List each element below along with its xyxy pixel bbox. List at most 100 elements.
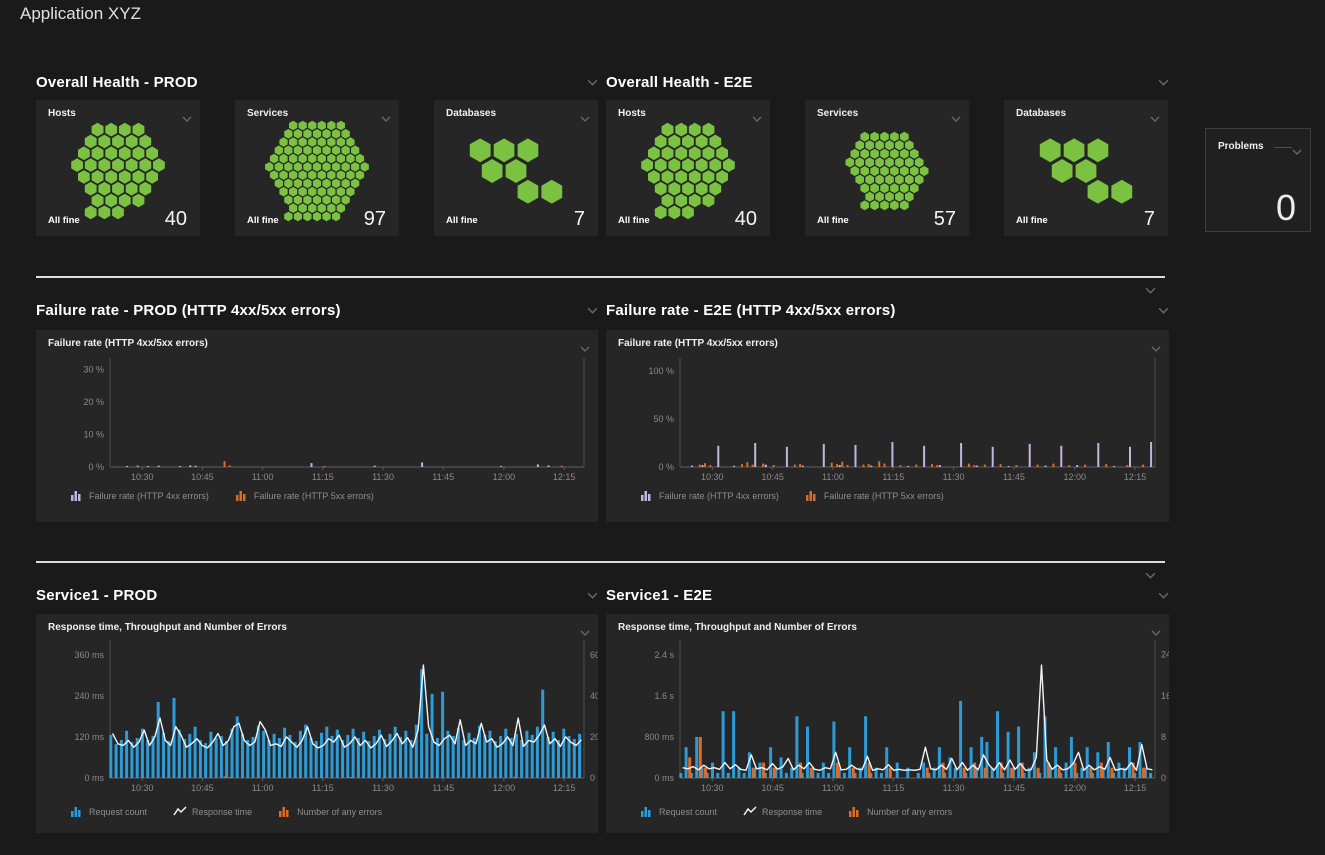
entity-count: 97 [364, 208, 386, 231]
tile-title: Services [247, 108, 288, 119]
legend-item[interactable]: Number of any errors [848, 806, 952, 817]
svg-text:200: 200 [590, 732, 598, 742]
svg-text:12:15: 12:15 [553, 783, 576, 793]
svg-text:120 ms: 120 ms [74, 732, 104, 742]
svg-text:400: 400 [590, 691, 598, 701]
tile-title: Hosts [48, 108, 76, 119]
section-title: Failure rate - E2E (HTTP 4xx/5xx errors) [606, 302, 896, 319]
svg-text:8: 8 [1161, 732, 1166, 742]
chevron-down-icon[interactable] [951, 109, 961, 127]
chart-title: Response time, Throughput and Number of … [618, 622, 857, 633]
entity-count: 7 [574, 208, 585, 231]
chevron-down-icon[interactable] [580, 623, 590, 641]
service-metrics-chart-e2e[interactable]: 0 ms800 ms1.6 s2.4 s08162410:3010:4511:0… [606, 614, 1169, 833]
section-title: Service1 - E2E [606, 587, 712, 604]
chevron-down-icon[interactable] [1158, 586, 1169, 604]
svg-text:11:00: 11:00 [252, 783, 274, 793]
chevron-down-icon[interactable] [580, 339, 590, 357]
dashboard-page: Application XYZ Overall Health - PROD Ov… [0, 0, 1325, 855]
status-text: All fine [1016, 215, 1048, 226]
svg-text:11:30: 11:30 [372, 472, 394, 482]
svg-text:10:30: 10:30 [131, 472, 154, 482]
chart-title: Failure rate (HTTP 4xx/5xx errors) [48, 338, 208, 349]
chevron-down-icon[interactable] [381, 109, 391, 127]
chevron-down-icon[interactable] [1292, 142, 1302, 160]
section-title: Overall Health - PROD [36, 74, 198, 91]
trend-dash [1274, 147, 1292, 148]
chevron-down-icon[interactable] [1145, 566, 1156, 584]
svg-text:20 %: 20 % [83, 397, 104, 407]
tile-services-e2e[interactable]: Services All fine 57 [805, 100, 969, 236]
tile-databases-prod[interactable]: Databases All fine 7 [434, 100, 598, 236]
legend-item[interactable]: Failure rate (HTTP 5xx errors) [805, 490, 944, 501]
svg-text:0: 0 [590, 773, 595, 783]
chevron-down-icon[interactable] [1151, 339, 1161, 357]
legend-label: Response time [762, 807, 822, 817]
chevron-down-icon[interactable] [587, 73, 598, 91]
svg-text:10:45: 10:45 [191, 783, 214, 793]
chart-tile-failure-e2e[interactable]: Failure rate (HTTP 4xx/5xx errors) 0 %50… [606, 330, 1169, 522]
svg-text:11:00: 11:00 [822, 472, 844, 482]
chevron-down-icon[interactable] [1145, 281, 1156, 299]
chart-legend: Request count Response time Number of any … [640, 806, 952, 817]
bar-series-icon [278, 806, 292, 817]
status-text: All fine [247, 215, 279, 226]
svg-text:600: 600 [590, 650, 598, 660]
bar-series-icon [640, 490, 654, 501]
legend-item[interactable]: Response time [743, 806, 822, 817]
legend-item[interactable]: Response time [173, 806, 252, 817]
svg-text:1.6 s: 1.6 s [654, 691, 674, 701]
chevron-down-icon[interactable] [587, 301, 598, 319]
legend-item[interactable]: Request count [640, 806, 717, 817]
bar-series-icon [640, 806, 654, 817]
chart-tile-failure-prod[interactable]: Failure rate (HTTP 4xx/5xx errors) 0 %10… [36, 330, 598, 522]
chevron-down-icon[interactable] [1158, 73, 1169, 91]
chevron-down-icon[interactable] [182, 109, 192, 127]
chart-legend: Failure rate (HTTP 4xx errors) Failure ra… [640, 490, 944, 501]
legend-item[interactable]: Number of any errors [278, 806, 382, 817]
svg-text:11:45: 11:45 [432, 472, 454, 482]
svg-text:10:45: 10:45 [761, 472, 784, 482]
chevron-down-icon[interactable] [1151, 623, 1161, 641]
chart-tile-service-e2e[interactable]: Response time, Throughput and Number of … [606, 614, 1169, 833]
chevron-down-icon[interactable] [1150, 109, 1160, 127]
section-failure-rate-prod: Failure rate - PROD (HTTP 4xx/5xx errors… [36, 300, 598, 320]
svg-text:11:00: 11:00 [252, 472, 274, 482]
legend-item[interactable]: Failure rate (HTTP 4xx errors) [70, 490, 209, 501]
line-series-icon [173, 806, 187, 817]
legend-item[interactable]: Failure rate (HTTP 5xx errors) [235, 490, 374, 501]
tile-services-prod[interactable]: Services All fine 97 [235, 100, 399, 236]
tile-title: Hosts [618, 108, 646, 119]
legend-item[interactable]: Request count [70, 806, 147, 817]
chart-title: Response time, Throughput and Number of … [48, 622, 287, 633]
service-metrics-chart-prod[interactable]: 0 ms120 ms240 ms360 ms020040060010:3010:… [36, 614, 598, 833]
chevron-down-icon[interactable] [752, 109, 762, 127]
svg-text:11:45: 11:45 [1003, 472, 1025, 482]
legend-label: Request count [659, 807, 717, 817]
svg-text:0 %: 0 % [658, 462, 674, 472]
svg-text:11:30: 11:30 [372, 783, 394, 793]
tile-hosts-prod[interactable]: Hosts All fine 40 [36, 100, 200, 236]
legend-label: Failure rate (HTTP 4xx errors) [659, 491, 779, 501]
svg-text:24: 24 [1161, 650, 1169, 660]
tile-databases-e2e[interactable]: Databases All fine 7 [1004, 100, 1168, 236]
bar-series-icon [235, 490, 249, 501]
svg-text:0 ms: 0 ms [84, 773, 104, 783]
tile-hosts-e2e[interactable]: Hosts All fine 40 [606, 100, 770, 236]
chevron-down-icon[interactable] [580, 109, 590, 127]
svg-text:360 ms: 360 ms [74, 650, 104, 660]
tile-title: Databases [1016, 108, 1066, 119]
chevron-down-icon[interactable] [1158, 301, 1169, 319]
tile-problems[interactable]: Problems 0 [1205, 128, 1311, 232]
svg-text:11:15: 11:15 [882, 783, 904, 793]
svg-text:100 %: 100 % [648, 366, 674, 376]
legend-item[interactable]: Failure rate (HTTP 4xx errors) [640, 490, 779, 501]
section-title: Service1 - PROD [36, 587, 157, 604]
chart-tile-service-prod[interactable]: Response time, Throughput and Number of … [36, 614, 598, 833]
svg-text:10:30: 10:30 [701, 783, 724, 793]
svg-text:12:00: 12:00 [493, 783, 516, 793]
section-service1-prod: Service1 - PROD [36, 585, 598, 605]
svg-text:11:15: 11:15 [312, 472, 334, 482]
svg-text:11:30: 11:30 [943, 472, 965, 482]
chevron-down-icon[interactable] [587, 586, 598, 604]
